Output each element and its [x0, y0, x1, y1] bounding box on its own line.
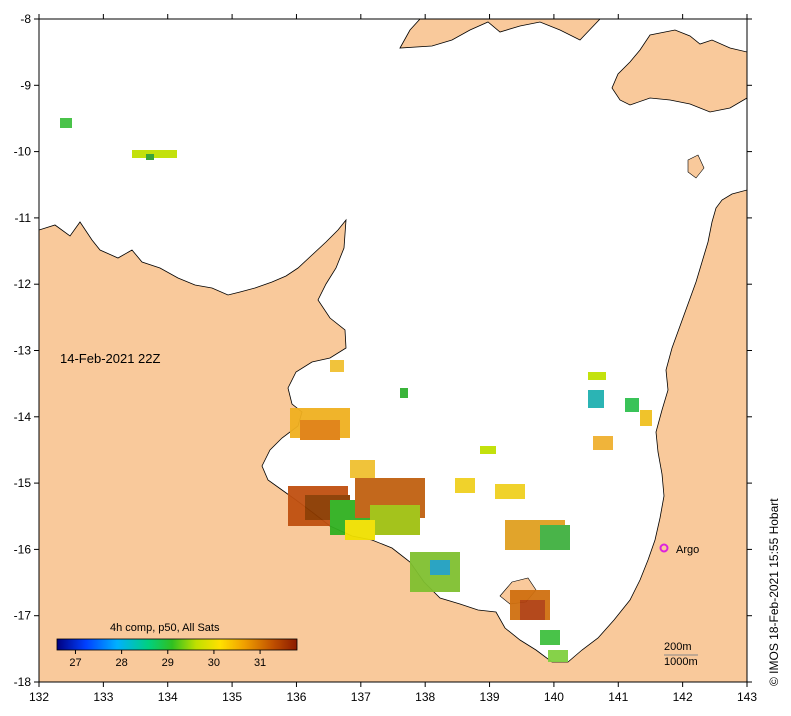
lon-tick-label: 143 — [737, 690, 757, 704]
lat-tick-label: -13 — [14, 344, 32, 358]
lon-tick-label: 139 — [480, 690, 500, 704]
depth-contour-1000m: 1000m — [664, 656, 698, 668]
lat-tick-label: -17 — [14, 609, 32, 623]
lat-tick-label: -10 — [14, 145, 32, 159]
lat-tick-label: -11 — [15, 211, 32, 225]
latitude-axis: -8 -9 -10 -11 -12 -13 -14 -15 -16 -17 -18 — [14, 12, 752, 689]
sst-patches — [60, 118, 652, 662]
longitude-axis: 132 133 134 135 136 137 138 139 140 141 142 143 — [29, 14, 757, 704]
colorbar-ticks: 27 28 29 30 31 — [69, 650, 266, 669]
lon-tick-label: 140 — [544, 690, 564, 704]
lon-tick-label: 141 — [608, 690, 628, 704]
colorbar-tick-label: 31 — [254, 657, 266, 669]
lon-tick-label: 136 — [286, 690, 306, 704]
lat-tick-label: -14 — [14, 410, 32, 424]
colorbar-tick-label: 29 — [162, 657, 174, 669]
colorbar-tick-label: 28 — [115, 657, 127, 669]
lon-tick-label: 135 — [222, 690, 242, 704]
lon-tick-label: 142 — [673, 690, 693, 704]
timestamp-label: 14-Feb-2021 22Z — [60, 351, 161, 366]
depth-contour-200m: 200m — [664, 641, 692, 653]
argo-label: Argo — [676, 544, 699, 556]
lat-tick-label: -18 — [14, 675, 32, 689]
land-island-cape — [687, 154, 705, 179]
lon-tick-label: 138 — [415, 690, 435, 704]
colorbar-tick-label: 27 — [69, 657, 81, 669]
lat-tick-label: -16 — [14, 542, 32, 556]
lon-tick-label: 134 — [158, 690, 178, 704]
colorbar-tick-label: 30 — [208, 657, 220, 669]
lat-tick-label: -12 — [14, 277, 32, 291]
colorbar-title: 4h comp, p50, All Sats — [110, 622, 220, 634]
credit-label: © IMOS 18-Feb-2021 15:55 Hobart — [767, 498, 781, 686]
lat-tick-label: -8 — [20, 12, 31, 26]
land-new-guinea — [399, 19, 747, 113]
lat-tick-label: -15 — [14, 476, 32, 490]
lon-tick-label: 133 — [93, 690, 113, 704]
lon-tick-label: 132 — [29, 690, 49, 704]
argo-marker — [659, 543, 669, 553]
lat-tick-label: -9 — [20, 78, 31, 92]
colorbar — [56, 638, 298, 651]
lon-tick-label: 137 — [351, 690, 371, 704]
